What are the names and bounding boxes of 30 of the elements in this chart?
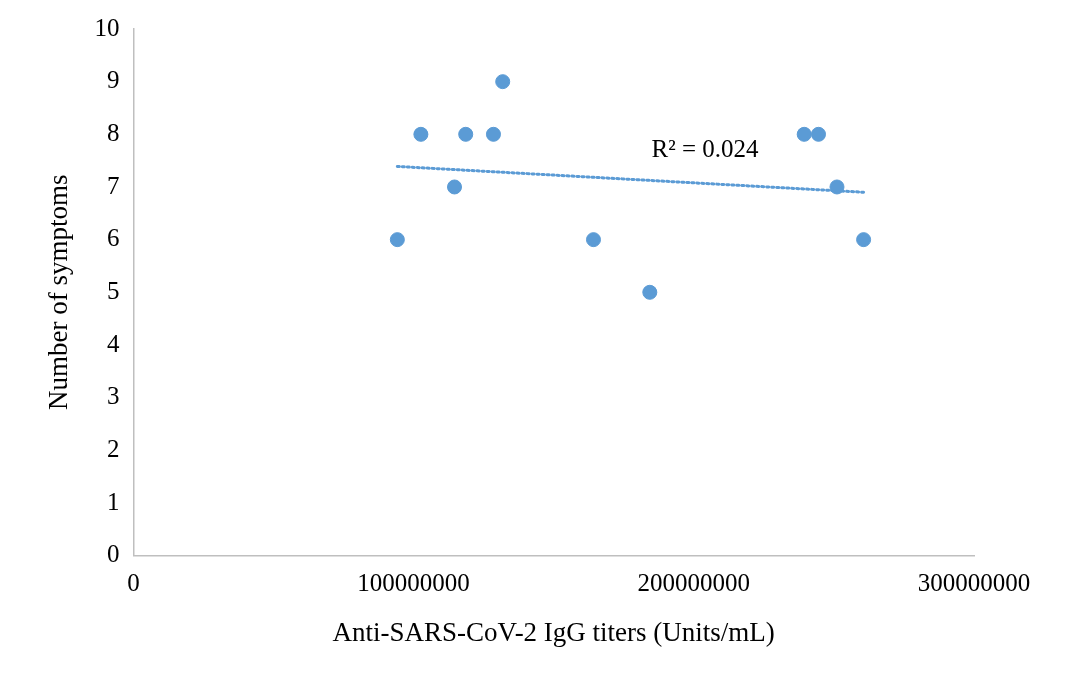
y-tick-label: 3: [106, 382, 120, 410]
point: [389, 232, 405, 248]
point: [495, 74, 511, 90]
x-tick-label: 100000000: [357, 569, 470, 597]
point: [585, 232, 601, 248]
point: [458, 126, 474, 142]
point: [829, 179, 845, 195]
annotation: R² = 0.024: [651, 134, 760, 162]
y-tick-label: 9: [106, 66, 120, 94]
point: [447, 179, 463, 195]
point: [413, 126, 429, 142]
x-axis-title: Anti-SARS-CoV-2 IgG titers (Units/mL): [332, 616, 775, 647]
point: [642, 284, 658, 300]
y-tick-label: 7: [106, 171, 120, 199]
y-tick-label: 1: [106, 487, 120, 515]
y-tick-label: 5: [106, 276, 120, 304]
point: [485, 126, 501, 142]
point: [796, 126, 812, 142]
y-tick-label: 8: [106, 118, 120, 146]
y-tick-label: 4: [106, 329, 120, 357]
y-tick-label: 2: [106, 434, 120, 462]
y-tick-label: 6: [106, 224, 120, 252]
point: [856, 232, 872, 248]
x-tick-label: 200000000: [637, 569, 751, 597]
x-tick-label: 300000000: [917, 569, 1031, 597]
y-tick-label: 0: [106, 540, 120, 568]
y-axis-title: Number of symptoms: [43, 174, 74, 411]
point: [810, 126, 826, 142]
x-tick-label: 0: [127, 569, 140, 597]
y-tick-label: 10: [94, 13, 120, 41]
